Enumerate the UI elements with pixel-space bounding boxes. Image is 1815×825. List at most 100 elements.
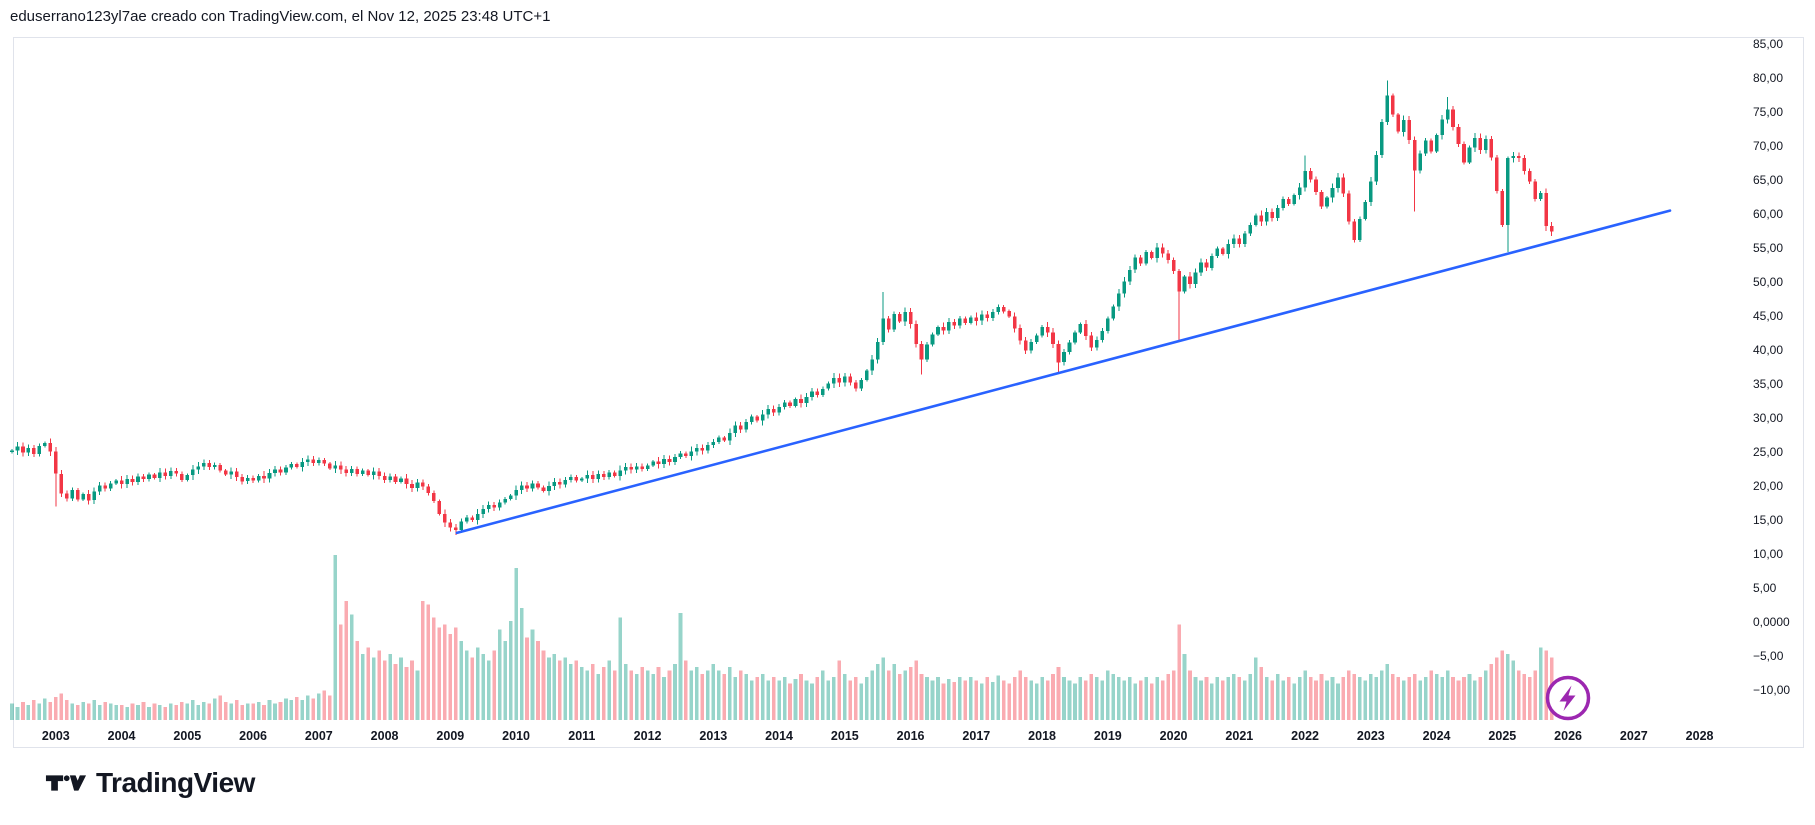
candle-body [26, 447, 31, 453]
chart-pane-border [13, 37, 1804, 748]
candle-body [234, 471, 239, 478]
volume-bar [930, 680, 935, 720]
volume-bar [947, 678, 951, 721]
volume-bar [941, 683, 946, 720]
price-axis[interactable]: 85,00 80,00 75,00 70,00 65,00 60,00 55,00 50,00… [1748, 37, 1804, 748]
volume-bar [865, 677, 869, 720]
volume-bar [1369, 673, 1373, 720]
candle-body [1391, 95, 1395, 115]
candle-body [843, 376, 847, 383]
volume-bar [410, 660, 414, 720]
volume-bar [1401, 680, 1406, 720]
volume-bar [437, 627, 442, 720]
volume-bar [1226, 677, 1231, 720]
candle-body [393, 476, 398, 482]
volume-bar [1423, 677, 1428, 720]
volume-bar [766, 680, 770, 720]
candle-body [262, 475, 266, 479]
time-axis-label: 2015 [830, 729, 859, 743]
time-axis[interactable]: 2003 2004 2005 2006 2007 2008 2009 2010 2011 2012… [13, 726, 1804, 748]
candle-body [1040, 326, 1044, 336]
candle-body [782, 402, 787, 408]
volume-bar [1149, 683, 1154, 720]
volume-bar [634, 673, 639, 720]
candle-body [459, 521, 464, 531]
volume-bar [936, 677, 940, 720]
candle-body [766, 409, 770, 415]
candle-body [947, 322, 951, 331]
candle-body [1527, 171, 1532, 182]
candle-body [1330, 188, 1335, 198]
volume-bar [1451, 677, 1455, 720]
candle-body [229, 471, 233, 475]
candle-body [886, 318, 891, 330]
candle-body [848, 376, 853, 383]
volume-bar [344, 601, 348, 720]
volume-bar [547, 657, 551, 720]
volume-bar [1319, 673, 1324, 720]
volume-bar [180, 701, 184, 720]
volume-bar [163, 706, 168, 720]
candle-body [930, 334, 935, 345]
candle-body [152, 474, 157, 478]
candle-body [136, 476, 140, 482]
price-axis-label: 10,00 [1753, 547, 1784, 561]
volume-bar [640, 667, 644, 720]
volume-bar [59, 693, 64, 720]
volume-bar [782, 677, 787, 720]
volume-bar [1429, 670, 1433, 720]
candle-body [169, 471, 173, 476]
volume-bar [1160, 680, 1165, 720]
volume-bar [760, 673, 765, 720]
candle-body [1374, 154, 1379, 182]
candle-body [514, 490, 518, 496]
candle-body [744, 422, 748, 430]
volume-bar [903, 670, 907, 720]
candle-body [119, 480, 124, 484]
price-axis-label: 80,00 [1753, 71, 1784, 85]
candle-body [448, 522, 453, 528]
candle-body [1177, 271, 1181, 292]
candle-body [656, 461, 661, 465]
candle-body [1473, 137, 1477, 148]
price-axis-label: −10,00 [1753, 683, 1791, 697]
candle-body [738, 425, 743, 430]
candle-body [837, 377, 842, 383]
candle-body [1270, 212, 1274, 219]
volume-bar [103, 701, 107, 720]
volume-bar [1544, 650, 1548, 720]
volume-bar [799, 673, 803, 720]
candle-body [1456, 127, 1461, 144]
candle-body [1401, 120, 1406, 132]
boost-button[interactable] [1545, 675, 1591, 721]
candle-body [481, 509, 485, 514]
trendline[interactable] [455, 209, 1672, 535]
candle-body [1286, 199, 1291, 204]
volume-bar [223, 701, 228, 720]
time-axis-label: 2024 [1422, 729, 1451, 743]
candlestick-series [10, 80, 1554, 535]
volume-bar [1358, 677, 1362, 720]
price-axis-label: 15,00 [1753, 513, 1784, 527]
volume-bar [738, 670, 743, 720]
candle-body [382, 475, 387, 480]
volume-bar [804, 680, 809, 720]
volume-bar [1500, 650, 1505, 720]
volume-bar [1095, 677, 1099, 720]
candle-body [941, 326, 946, 331]
volume-bar [1517, 670, 1521, 720]
candle-body [273, 469, 277, 474]
candle-body [475, 513, 480, 520]
candle-body [1089, 335, 1094, 348]
candle-body [1308, 171, 1313, 180]
candle-body [667, 458, 672, 463]
volume-bar [1330, 677, 1335, 720]
volume-bar [1275, 673, 1280, 720]
volume-bar [26, 705, 31, 720]
volume-bar [1106, 670, 1110, 720]
volume-bar [1440, 677, 1444, 720]
volume-bar [695, 667, 699, 720]
volume-bar [897, 673, 902, 720]
candle-body [317, 460, 321, 463]
